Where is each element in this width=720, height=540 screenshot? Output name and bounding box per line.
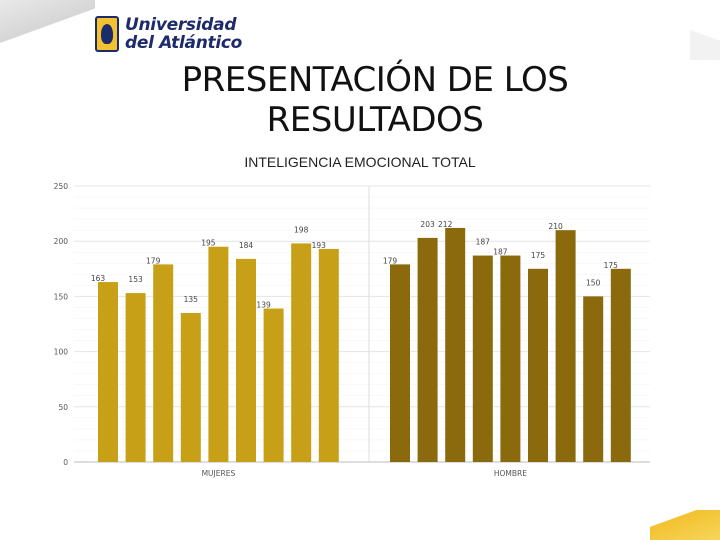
data-label: 187 [493, 248, 508, 257]
chart-title: INTELIGENCIA EMOCIONAL TOTAL [244, 154, 476, 170]
bar [555, 230, 576, 462]
data-label: 203 [420, 220, 435, 229]
data-label: 193 [312, 241, 327, 250]
page-title-line-2: RESULTADOS [266, 100, 484, 140]
data-label: 150 [586, 278, 601, 287]
y-tick-label: 150 [54, 292, 69, 301]
data-label: 163 [91, 274, 106, 283]
y-tick-label: 200 [54, 237, 69, 246]
bar [500, 255, 521, 462]
bar [318, 248, 339, 462]
bar [390, 264, 410, 462]
data-label: 139 [256, 301, 271, 310]
y-tick-label: 100 [54, 348, 69, 357]
y-tick-label: 0 [63, 458, 68, 467]
data-label: 179 [383, 256, 398, 265]
data-label: 179 [146, 256, 161, 265]
logo-line-1: Universidad [125, 15, 237, 35]
bar [583, 296, 604, 462]
data-label: 184 [239, 241, 254, 250]
bar [417, 237, 438, 462]
category-label: HOMBRE [494, 469, 527, 478]
bar [528, 268, 548, 462]
university-logo: Universidad del Atlántico [95, 16, 255, 54]
category-label: MUJERES [202, 469, 236, 478]
logo-line-2: del Atlántico [125, 33, 243, 53]
data-label: 195 [201, 239, 216, 248]
bar [445, 227, 466, 462]
bar [208, 246, 229, 462]
bar [180, 312, 201, 462]
corner-accent [650, 510, 720, 540]
bar [263, 308, 284, 462]
bar [610, 268, 631, 462]
data-label: 210 [548, 222, 563, 231]
bar [98, 282, 118, 462]
data-label: 175 [531, 251, 546, 260]
data-label: 135 [184, 295, 199, 304]
corner-decoration [0, 0, 95, 60]
bar [236, 258, 256, 462]
logo-text: Universidad del Atlántico [125, 16, 255, 52]
data-label: 187 [476, 238, 491, 247]
data-label: 175 [604, 261, 619, 270]
data-label: 153 [128, 275, 143, 284]
data-label: 212 [438, 220, 453, 229]
page-title: PRESENTACIÓN DE LOS RESULTADOS [130, 60, 620, 140]
logo-emblem-icon [95, 16, 119, 52]
y-tick-label: 250 [54, 182, 69, 191]
page-title-line-1: PRESENTACIÓN DE LOS [181, 60, 569, 100]
y-tick-label: 50 [58, 403, 68, 412]
bar [291, 243, 312, 462]
bar [472, 255, 493, 462]
data-label: 198 [294, 225, 309, 234]
corner-decoration-right [690, 10, 720, 60]
bar [125, 293, 146, 462]
bar [153, 264, 174, 462]
